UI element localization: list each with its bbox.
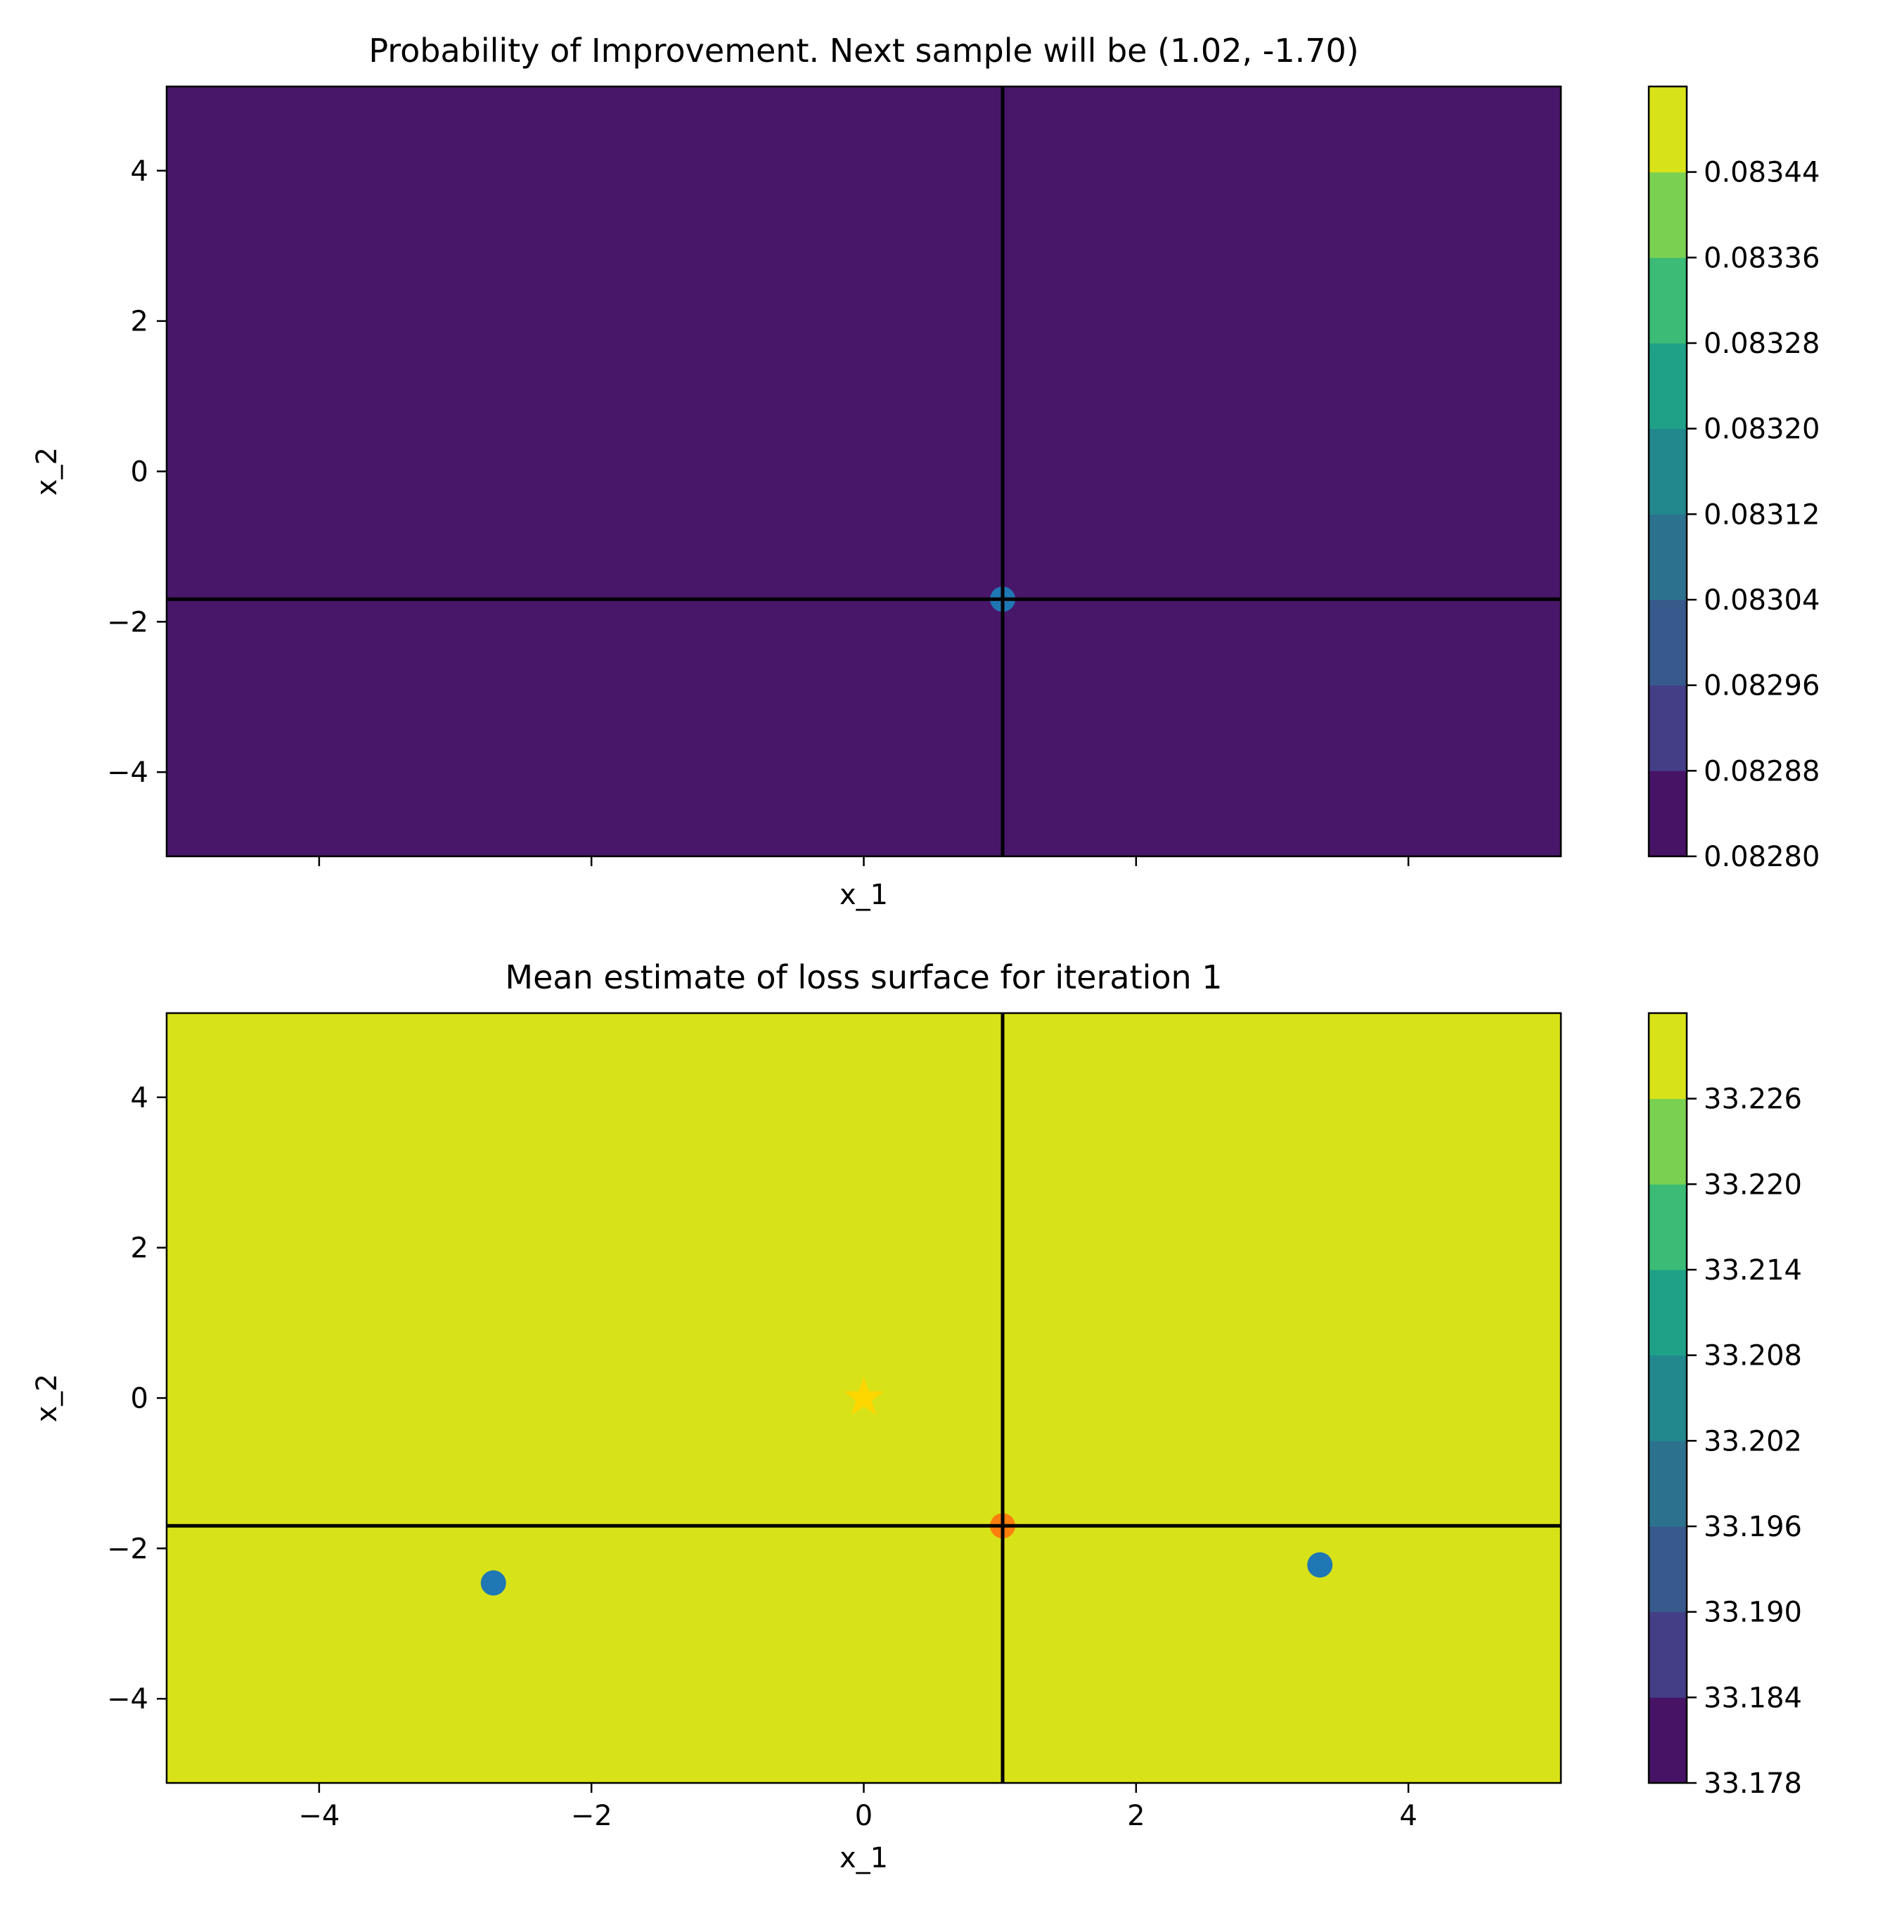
colorbar-tick-label: 33.190 [1704,1597,1802,1629]
colorbar-tick-label: 0.08304 [1704,584,1820,617]
colorbar-band [1649,514,1687,600]
colorbar-tick-label: 0.08296 [1704,670,1820,702]
colorbar-tick-label: 33.208 [1704,1340,1802,1372]
colorbar-tick-label: 33.220 [1704,1168,1802,1201]
colorbar-tick-label: 33.196 [1704,1511,1802,1543]
y-tick-label: 2 [131,306,148,338]
x-tick-label: 0 [855,1800,873,1832]
colorbar-band [1649,1184,1687,1270]
x-tick-label: 4 [1399,1800,1417,1832]
colorbar-band [1649,1697,1687,1784]
y-tick-label: −2 [107,606,148,638]
colorbar-tick-label: 33.214 [1704,1254,1802,1287]
chart-1: −4 −2 0 2 4 x_1 x_2 Probability of Improvement.… [31,32,1820,911]
y-axis-label: x_2 [31,447,63,496]
colorbar-band [1649,428,1687,515]
colorbar-tick-label: 0.08344 [1704,157,1820,189]
colorbar-band [1649,600,1687,686]
y-tick-label: 0 [131,1383,148,1415]
colorbar-band [1649,257,1687,344]
colorbar-tick-label: 33.178 [1704,1767,1802,1800]
sample-point [1307,1552,1333,1578]
colorbar-tick-label: 33.202 [1704,1425,1802,1457]
x-tick-label: 2 [1127,1800,1145,1832]
colorbar-band [1649,86,1687,173]
colorbar-band [1649,1270,1687,1356]
y-tick-label: −4 [107,1683,148,1715]
contour-fill [167,86,1561,856]
y-tick-label: 4 [131,155,148,188]
colorbar-band [1649,1611,1687,1698]
chart-title: Probability of Improvement. Next sample … [368,32,1358,70]
chart-2: −4 −2 0 2 4 −4 −2 0 2 4 x_1 x_2 Mean estimate of los… [31,958,1802,1874]
colorbar-tick-label: 0.08320 [1704,413,1820,446]
colorbar-tick-label: 0.08336 [1704,242,1820,274]
sample-point [480,1570,506,1596]
colorbar-band [1649,685,1687,771]
y-axis-label: x_2 [31,1374,63,1422]
colorbar-tick-label: 0.08288 [1704,755,1820,787]
colorbar-band [1649,771,1687,857]
colorbar-band [1649,1013,1687,1100]
colorbar-band [1649,172,1687,258]
colorbar-band [1649,343,1687,430]
colorbar-tick-label: 0.08280 [1704,841,1820,873]
y-tick-label: −4 [107,756,148,789]
x-tick-label: −4 [298,1800,340,1832]
colorbar-tick-label: 0.08312 [1704,498,1820,531]
x-axis-label: x_1 [840,1842,888,1874]
x-tick-label: −2 [571,1800,612,1832]
colorbar-band [1649,1098,1687,1185]
colorbar-band [1649,1441,1687,1527]
colorbar-band [1649,1526,1687,1613]
colorbar-frame [1647,1012,1688,1784]
colorbar-band [1649,1355,1687,1441]
colorbar-tick-label: 33.226 [1704,1083,1802,1116]
y-tick-label: 4 [131,1082,148,1114]
y-tick-label: −2 [107,1533,148,1565]
colorbar-tick-label: 33.184 [1704,1682,1802,1714]
colorbar-tick-label: 0.08328 [1704,328,1820,360]
colorbar-frame [1647,85,1688,858]
y-tick-label: 2 [131,1232,148,1265]
chart-title: Mean estimate of loss surface for iterat… [505,958,1222,996]
x-axis-label: x_1 [840,879,888,911]
optimum-star-marker [844,1377,884,1415]
y-tick-label: 0 [131,456,148,489]
